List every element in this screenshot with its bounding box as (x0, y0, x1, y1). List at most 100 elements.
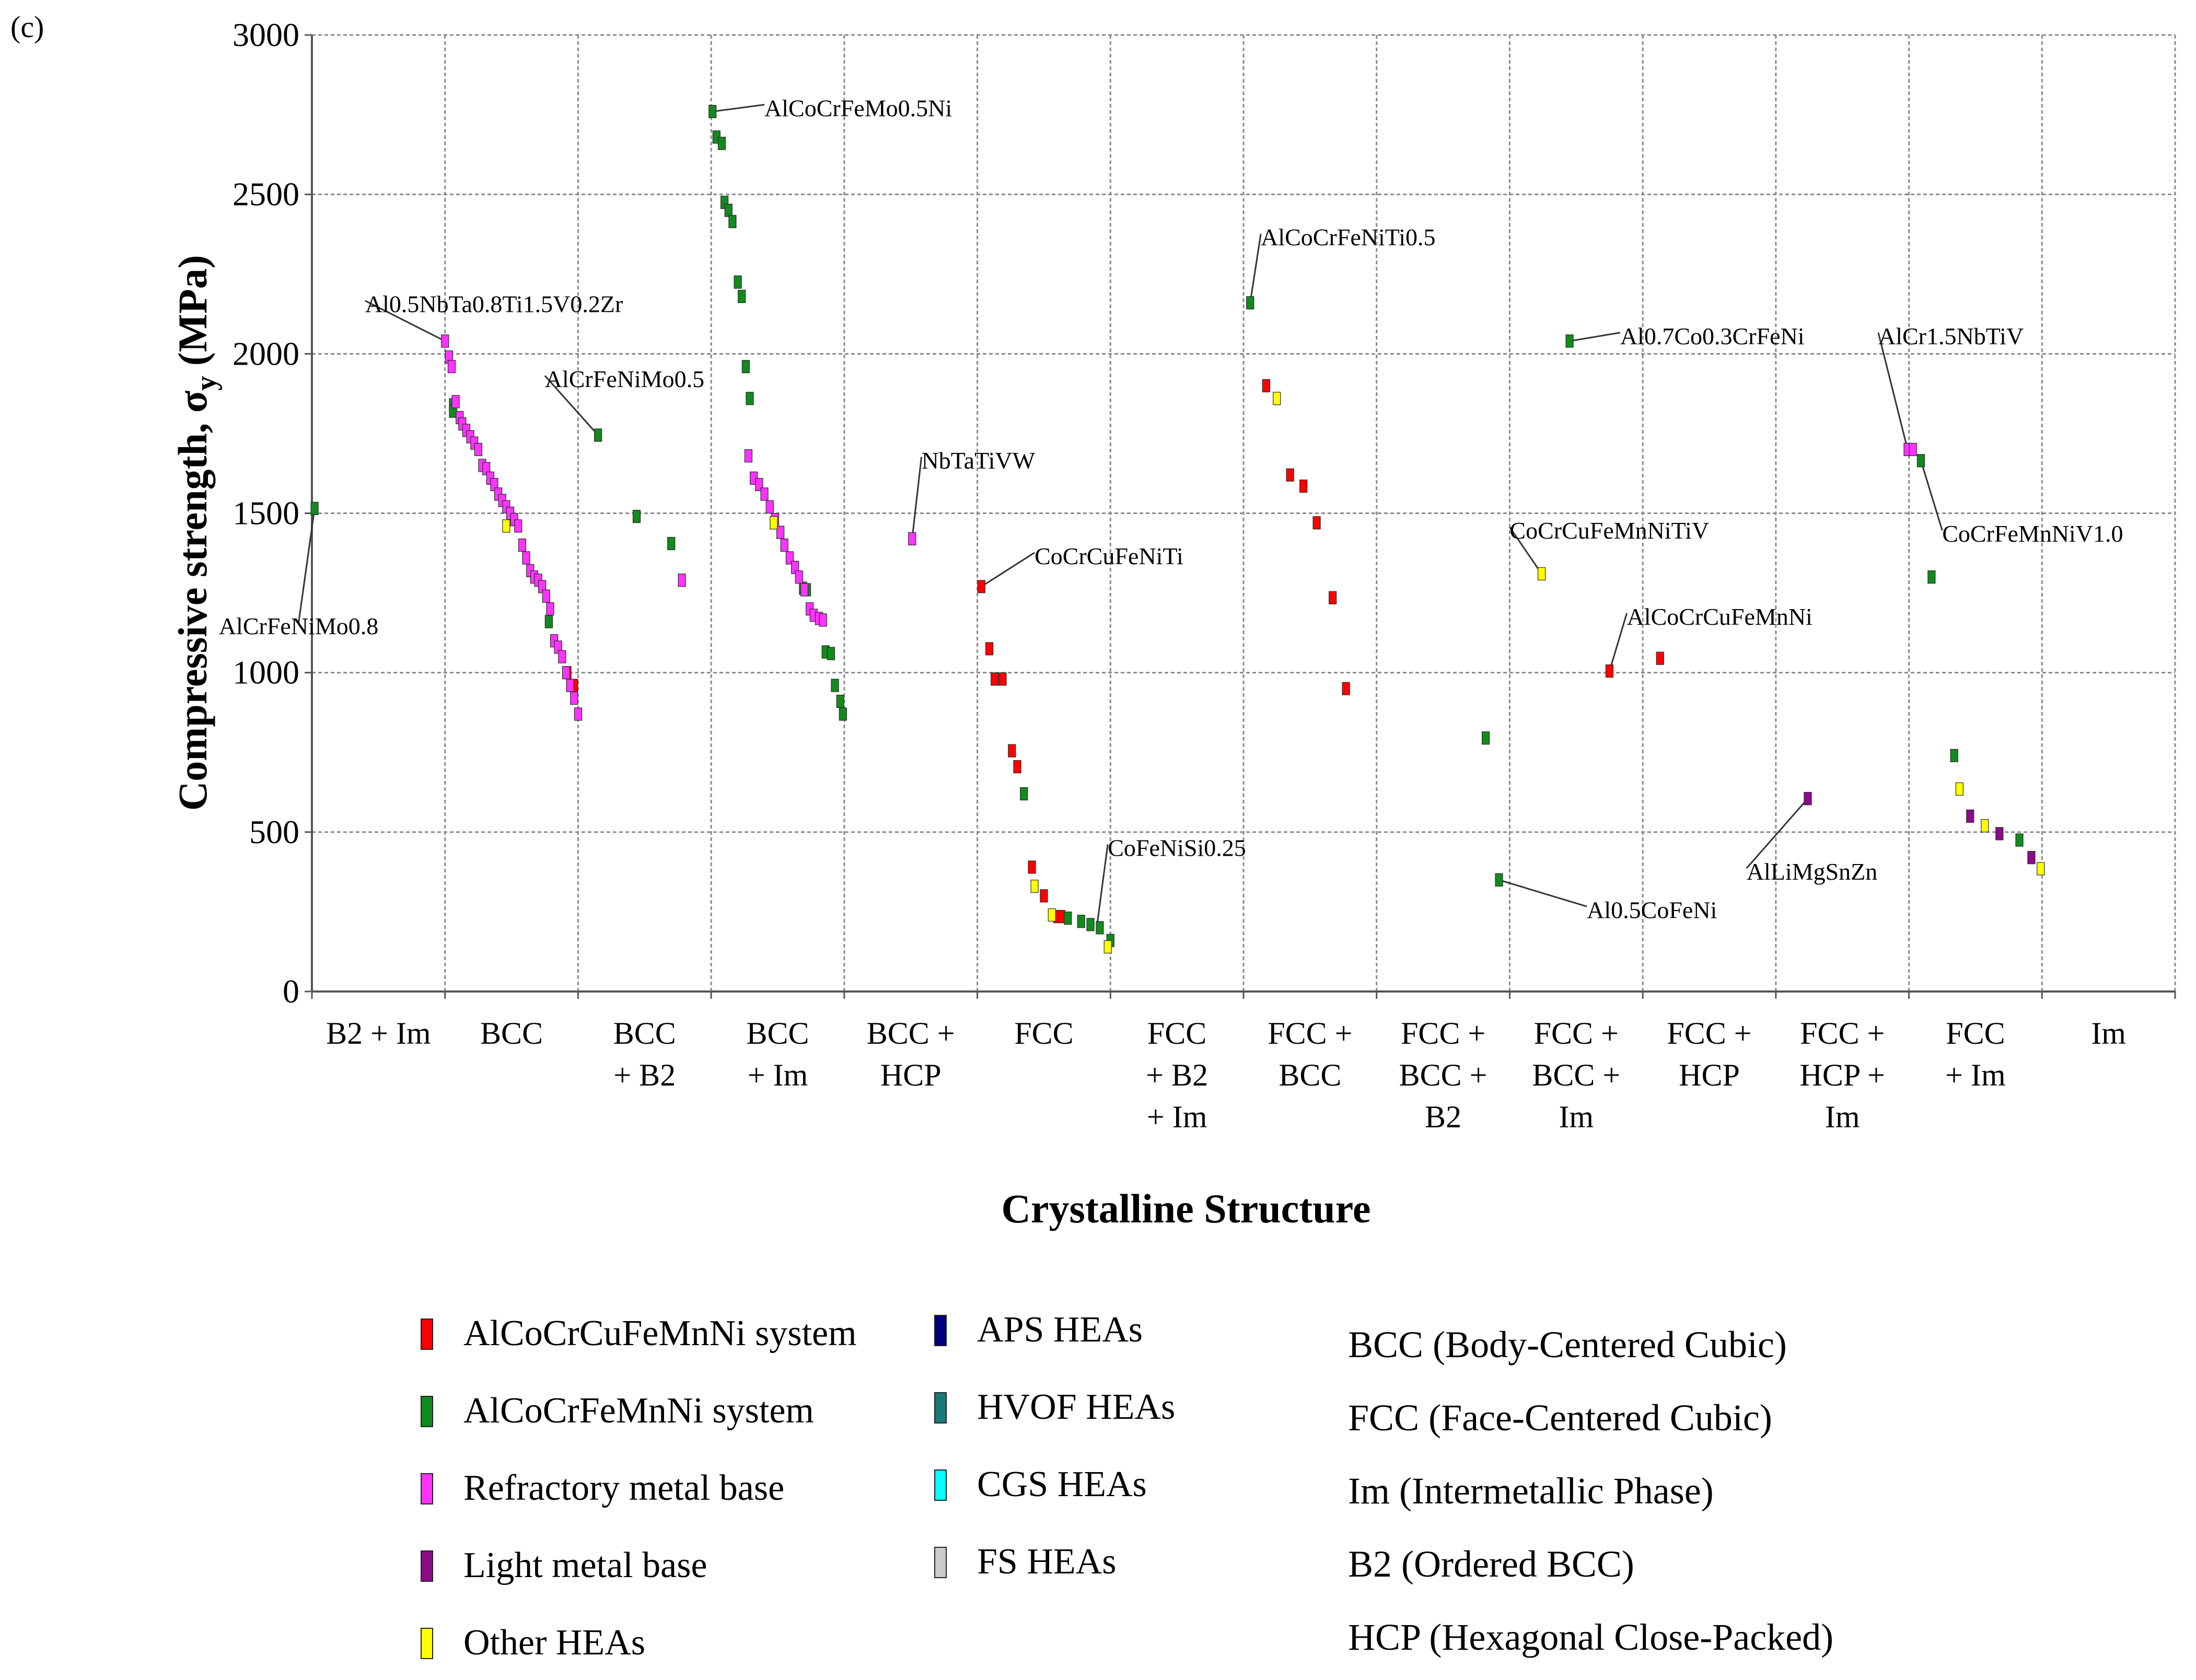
annotation-label: CoCrCuFeNiTi (1035, 543, 1183, 569)
grid-layer (312, 34, 2176, 991)
x-category-label-line: + Im (1945, 1058, 2006, 1092)
data-point (744, 449, 753, 463)
x-category-label-line: BCC (480, 1016, 543, 1051)
data-point (1040, 889, 1048, 903)
data-point (760, 487, 769, 501)
data-point (985, 642, 994, 656)
data-point (819, 613, 827, 627)
annotation-label: NbTaTiVW (922, 447, 1036, 474)
data-point (724, 204, 733, 217)
annotation-leader (1498, 879, 1587, 907)
data-point (2015, 833, 2024, 847)
data-point (1329, 591, 1337, 604)
x-category-label-line: Im (1559, 1100, 1594, 1134)
data-point (667, 536, 676, 551)
x-category-label-line: Im (2091, 1016, 2126, 1051)
annotation-leader (1920, 460, 1943, 531)
legend-swatch (421, 1319, 433, 1350)
data-point (1103, 940, 1112, 954)
scatter-chart: 0 500 1000 1500 2000 2500 3000 B2 + Im BCC BCC + … (170, 16, 2176, 1231)
x-category-label-line: FCC + (1268, 1016, 1352, 1051)
annotation-label: CoCrFeMnNiV1.0 (1942, 520, 2123, 547)
x-axis-title: Crystalline Structure (1002, 1186, 1371, 1231)
annotation-leader (1609, 613, 1628, 672)
abbreviation-entry: Im (Intermetallic Phase) (1348, 1470, 1714, 1512)
data-points-layer (310, 104, 2045, 954)
y-tick-label: 1500 (233, 495, 299, 532)
data-point (1312, 516, 1321, 530)
annotation-leader (544, 375, 599, 436)
data-point (310, 501, 319, 515)
x-category-label: FCC + BCC (1268, 1016, 1352, 1092)
data-point (678, 574, 686, 587)
data-point (441, 334, 449, 348)
y-axis-title-main: Compressive strength, σ (170, 391, 215, 811)
abbreviation-entry: FCC (Face-Centered Cubic) (1348, 1397, 1772, 1439)
x-category-label-line: + B2 (613, 1058, 676, 1092)
x-category-label-line: + B2 (1146, 1058, 1208, 1092)
legend-swatch (934, 1392, 947, 1424)
x-category-label-line: B2 (1425, 1100, 1461, 1134)
y-axis-title: Compressive strength, σy (MPa) (170, 255, 223, 811)
annotation-label: Al0.7Co0.3CrFeNi (1620, 323, 1805, 349)
x-category-label: FCC + Im (1945, 1016, 2006, 1092)
annotation-leader (1877, 332, 1909, 450)
data-point (1927, 570, 1936, 584)
data-point (522, 551, 530, 565)
legend-label: Refractory metal base (463, 1468, 785, 1508)
legend-swatch (421, 1628, 433, 1659)
data-point (1262, 379, 1270, 392)
data-point (514, 519, 522, 533)
data-point (1246, 296, 1254, 310)
data-point (558, 650, 566, 663)
annotation-label: AlCr1.5NbTiV (1878, 323, 2024, 349)
legend-label: APS HEAs (977, 1310, 1143, 1350)
data-point (1030, 879, 1039, 893)
data-point (544, 615, 553, 628)
data-point (518, 538, 527, 552)
x-category-label-line: BCC + (1399, 1058, 1488, 1092)
annotation-leader (298, 508, 316, 623)
data-point (1909, 442, 1917, 457)
data-point (765, 500, 774, 514)
data-point (1916, 454, 1925, 468)
data-point (1950, 749, 1958, 762)
x-category-label-line: B2 + Im (326, 1016, 431, 1051)
x-category-label-line: HCP + (1800, 1058, 1885, 1092)
legend-swatch (934, 1547, 947, 1578)
x-category-label: FCC + HCP + Im (1800, 1016, 1885, 1134)
x-category-label-line: HCP (880, 1058, 942, 1092)
annotation-leader (981, 552, 1035, 588)
data-point (447, 360, 456, 374)
annotations-layer: AlCrFeNiMo0.8 Al0.5NbTa0.8Ti1.5V0.2Zr AlCr… (219, 95, 2123, 925)
x-category-label-line: BCC (613, 1016, 676, 1051)
data-point (1273, 392, 1281, 405)
data-point (1077, 915, 1085, 928)
legend-label: CGS HEAs (977, 1464, 1147, 1504)
data-point (836, 694, 844, 708)
y-tick-label: 2000 (233, 335, 299, 372)
x-category-label: FCC + BCC + B2 (1399, 1016, 1488, 1134)
data-point (1981, 819, 1989, 833)
data-point (1995, 827, 2004, 841)
annotation-label: CoCrCuFeMnNiTiV (1509, 517, 1709, 544)
x-category-label: BCC (480, 1016, 543, 1051)
data-point (741, 360, 750, 374)
data-point (566, 679, 574, 692)
data-point (574, 707, 583, 721)
x-category-label-line: FCC + (1534, 1016, 1619, 1051)
y-tick-label: 0 (283, 973, 299, 1010)
abbreviation-entry: BCC (Body-Centered Cubic) (1348, 1324, 1787, 1366)
data-point (502, 519, 510, 533)
data-point (1057, 909, 1065, 924)
x-category-label-line: HCP (1679, 1058, 1740, 1092)
annotation-leader (1249, 234, 1262, 303)
y-tick-label: 2500 (233, 176, 299, 213)
legend-label: Other HEAs (463, 1623, 645, 1663)
legend-swatch (934, 1315, 947, 1346)
data-point (1299, 480, 1308, 493)
legend-swatch (421, 1396, 433, 1427)
annotation-label: AlCrFeNiMo0.8 (219, 613, 378, 639)
data-point (746, 392, 754, 405)
data-point (632, 510, 641, 523)
